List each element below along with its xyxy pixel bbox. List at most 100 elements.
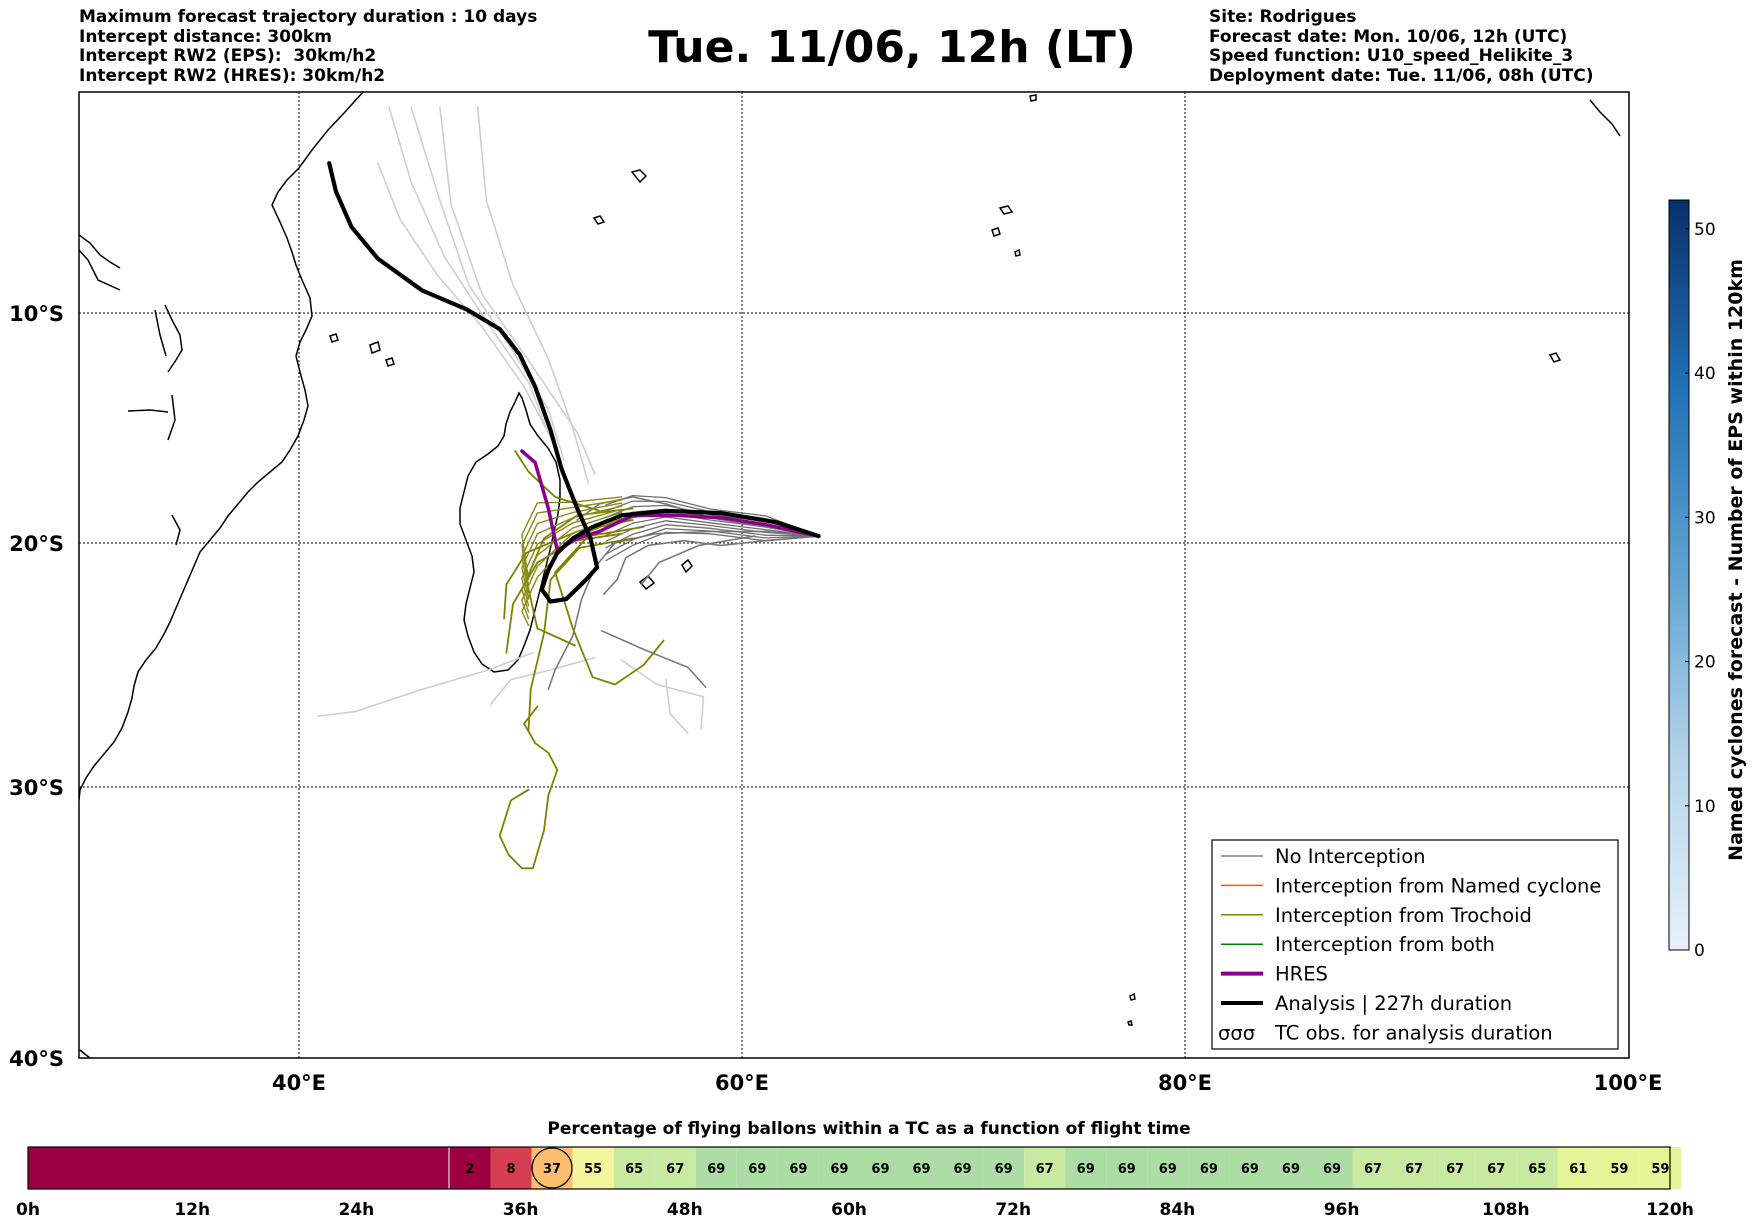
comoros-coastline-2 bbox=[385, 357, 395, 367]
legend-symbol-tc-obs: σσσ bbox=[1218, 1021, 1255, 1044]
header-right-line-4: Deployment date: Tue. 11/06, 08h (UTC) bbox=[1209, 65, 1594, 86]
timeline-tick-7: 84h bbox=[1160, 1200, 1196, 1220]
timeline-highlight-marker bbox=[531, 1147, 573, 1189]
trochoid-track-2 bbox=[527, 537, 634, 732]
timeline-cell-4 bbox=[613, 1147, 655, 1189]
timeline-value-5: 67 bbox=[666, 1162, 684, 1177]
no-interception-bundle-9 bbox=[605, 494, 820, 537]
colorbar-tick-2: 20 bbox=[1694, 653, 1716, 673]
lat-tick-30s: 30°S bbox=[9, 776, 64, 800]
header-left-line-3: Intercept RW2 (EPS): 30km/h2 bbox=[79, 46, 377, 66]
timeline-cell-7 bbox=[736, 1147, 778, 1189]
timeline-value-9: 69 bbox=[830, 1162, 848, 1177]
header-left-line-2: Intercept distance: 300km bbox=[79, 26, 332, 47]
eps-track-0 bbox=[388, 106, 547, 429]
timeline-cell-29 bbox=[1639, 1147, 1681, 1189]
timeline-cell-14 bbox=[1024, 1147, 1066, 1189]
timeline-value-18: 69 bbox=[1200, 1162, 1218, 1177]
timeline-cell-1 bbox=[490, 1147, 532, 1189]
east-africa-lake-2 bbox=[154, 309, 167, 357]
arabia-coastline bbox=[79, 234, 121, 269]
legend-label-1: Interception from Named cyclone bbox=[1275, 874, 1601, 897]
chagos-coastline-3 bbox=[1014, 248, 1021, 257]
timeline-value-4: 65 bbox=[625, 1162, 643, 1177]
header-right-line-3: Speed function: U10_speed_Helikite_3 bbox=[1209, 46, 1574, 66]
timeline-cell-28 bbox=[1598, 1147, 1640, 1189]
eps-track-2 bbox=[476, 106, 590, 484]
header-left-line-1: Maximum forecast trajectory duration : 1… bbox=[79, 7, 538, 27]
trochoid-bundle-3 bbox=[521, 508, 623, 607]
africa-coastline bbox=[79, 92, 364, 801]
legend-label-3: Interception from both bbox=[1275, 933, 1495, 956]
timeline-tick-3: 36h bbox=[503, 1200, 539, 1220]
timeline-cell-19 bbox=[1229, 1147, 1271, 1189]
coastlines bbox=[79, 92, 1621, 1058]
sumatra-coastline bbox=[1589, 99, 1621, 137]
stpaul-coastline bbox=[1127, 1020, 1133, 1026]
somali-coast-west bbox=[79, 249, 121, 291]
no-interception-bundle-3 bbox=[605, 520, 820, 542]
timeline-cell-9 bbox=[818, 1147, 860, 1189]
no-interception-bundle-1 bbox=[605, 527, 820, 555]
header-right-line-1: Site: Rodrigues bbox=[1209, 7, 1357, 27]
timeline-cell-6 bbox=[695, 1147, 737, 1189]
lat-tick-labels: 10°S 20°S 30°S 40°S bbox=[9, 302, 64, 1071]
chagos-coastline-1 bbox=[998, 205, 1014, 215]
timeline-tick-8: 96h bbox=[1324, 1200, 1360, 1220]
timeline-value-24: 67 bbox=[1446, 1162, 1464, 1177]
timeline-tick-2: 24h bbox=[339, 1200, 375, 1220]
east-africa-lake-1 bbox=[164, 304, 183, 373]
lat-tick-40s: 40°S bbox=[9, 1047, 64, 1071]
no-interception-bundle-0 bbox=[605, 531, 820, 562]
lon-tick-40e: 40°E bbox=[272, 1071, 326, 1095]
legend-label-4: HRES bbox=[1275, 963, 1328, 986]
timeline-value-14: 67 bbox=[1036, 1162, 1054, 1177]
colorbar-gradient bbox=[1668, 199, 1690, 951]
timeline-cell-0 bbox=[449, 1147, 491, 1189]
eps-track-4 bbox=[439, 106, 596, 475]
chagos-coastline-2 bbox=[991, 227, 1001, 237]
legend-label-5: Analysis | 227h duration bbox=[1275, 992, 1512, 1015]
timeline-value-28: 59 bbox=[1610, 1162, 1628, 1177]
timeline-frame bbox=[27, 1146, 1671, 1190]
timeline-cell-12 bbox=[942, 1147, 984, 1189]
timeline-cell-23 bbox=[1393, 1147, 1435, 1189]
timeline-cell-27 bbox=[1557, 1147, 1599, 1189]
timeline-cell-5 bbox=[654, 1147, 696, 1189]
header-right: Site: Rodrigues Forecast date: Mon. 10/0… bbox=[1209, 7, 1594, 86]
colorbar-tick-3: 30 bbox=[1694, 508, 1716, 528]
no-interception-track-4 bbox=[640, 535, 756, 586]
timeline-tick-10: 120h bbox=[1646, 1200, 1694, 1220]
timeline-cell-24 bbox=[1434, 1147, 1476, 1189]
maldives-coastline bbox=[1029, 94, 1037, 102]
lat-tick-10s: 10°S bbox=[9, 302, 64, 326]
trochoid-track-6 bbox=[498, 705, 559, 870]
timeline-cell-25 bbox=[1475, 1147, 1517, 1189]
timeline-tick-4: 48h bbox=[667, 1200, 703, 1220]
legend-box bbox=[1211, 839, 1619, 1050]
colorbar-tick-1: 10 bbox=[1694, 797, 1716, 817]
reunion-coastline bbox=[681, 558, 693, 574]
east-africa-lake-4 bbox=[127, 409, 169, 413]
legend-label-0: No Interception bbox=[1275, 845, 1426, 868]
no-interception-bundle-2 bbox=[605, 524, 820, 549]
colorbar-tick-0: 0 bbox=[1694, 941, 1705, 961]
timeline-value-1: 8 bbox=[506, 1162, 515, 1177]
timeline-value-8: 69 bbox=[789, 1162, 807, 1177]
comoros-coastline-3 bbox=[329, 333, 339, 343]
eps-track-8 bbox=[620, 659, 705, 730]
timeline-tick-0: 0h bbox=[16, 1200, 40, 1220]
eps-track-6 bbox=[490, 656, 596, 705]
timeline-value-23: 67 bbox=[1405, 1162, 1423, 1177]
eps-track-7 bbox=[665, 678, 689, 735]
cocos-coastline bbox=[1548, 352, 1562, 363]
timeline-cell-17 bbox=[1147, 1147, 1189, 1189]
hres-track bbox=[520, 449, 821, 553]
timeline-value-22: 67 bbox=[1364, 1162, 1382, 1177]
timeline-empty-segment bbox=[28, 1147, 449, 1189]
timeline-cell-13 bbox=[983, 1147, 1025, 1189]
no-interception-bundle-4 bbox=[605, 516, 820, 537]
timeline-tick-6: 72h bbox=[995, 1200, 1031, 1220]
timeline: Percentage of flying ballons within a TC… bbox=[16, 1119, 1694, 1220]
